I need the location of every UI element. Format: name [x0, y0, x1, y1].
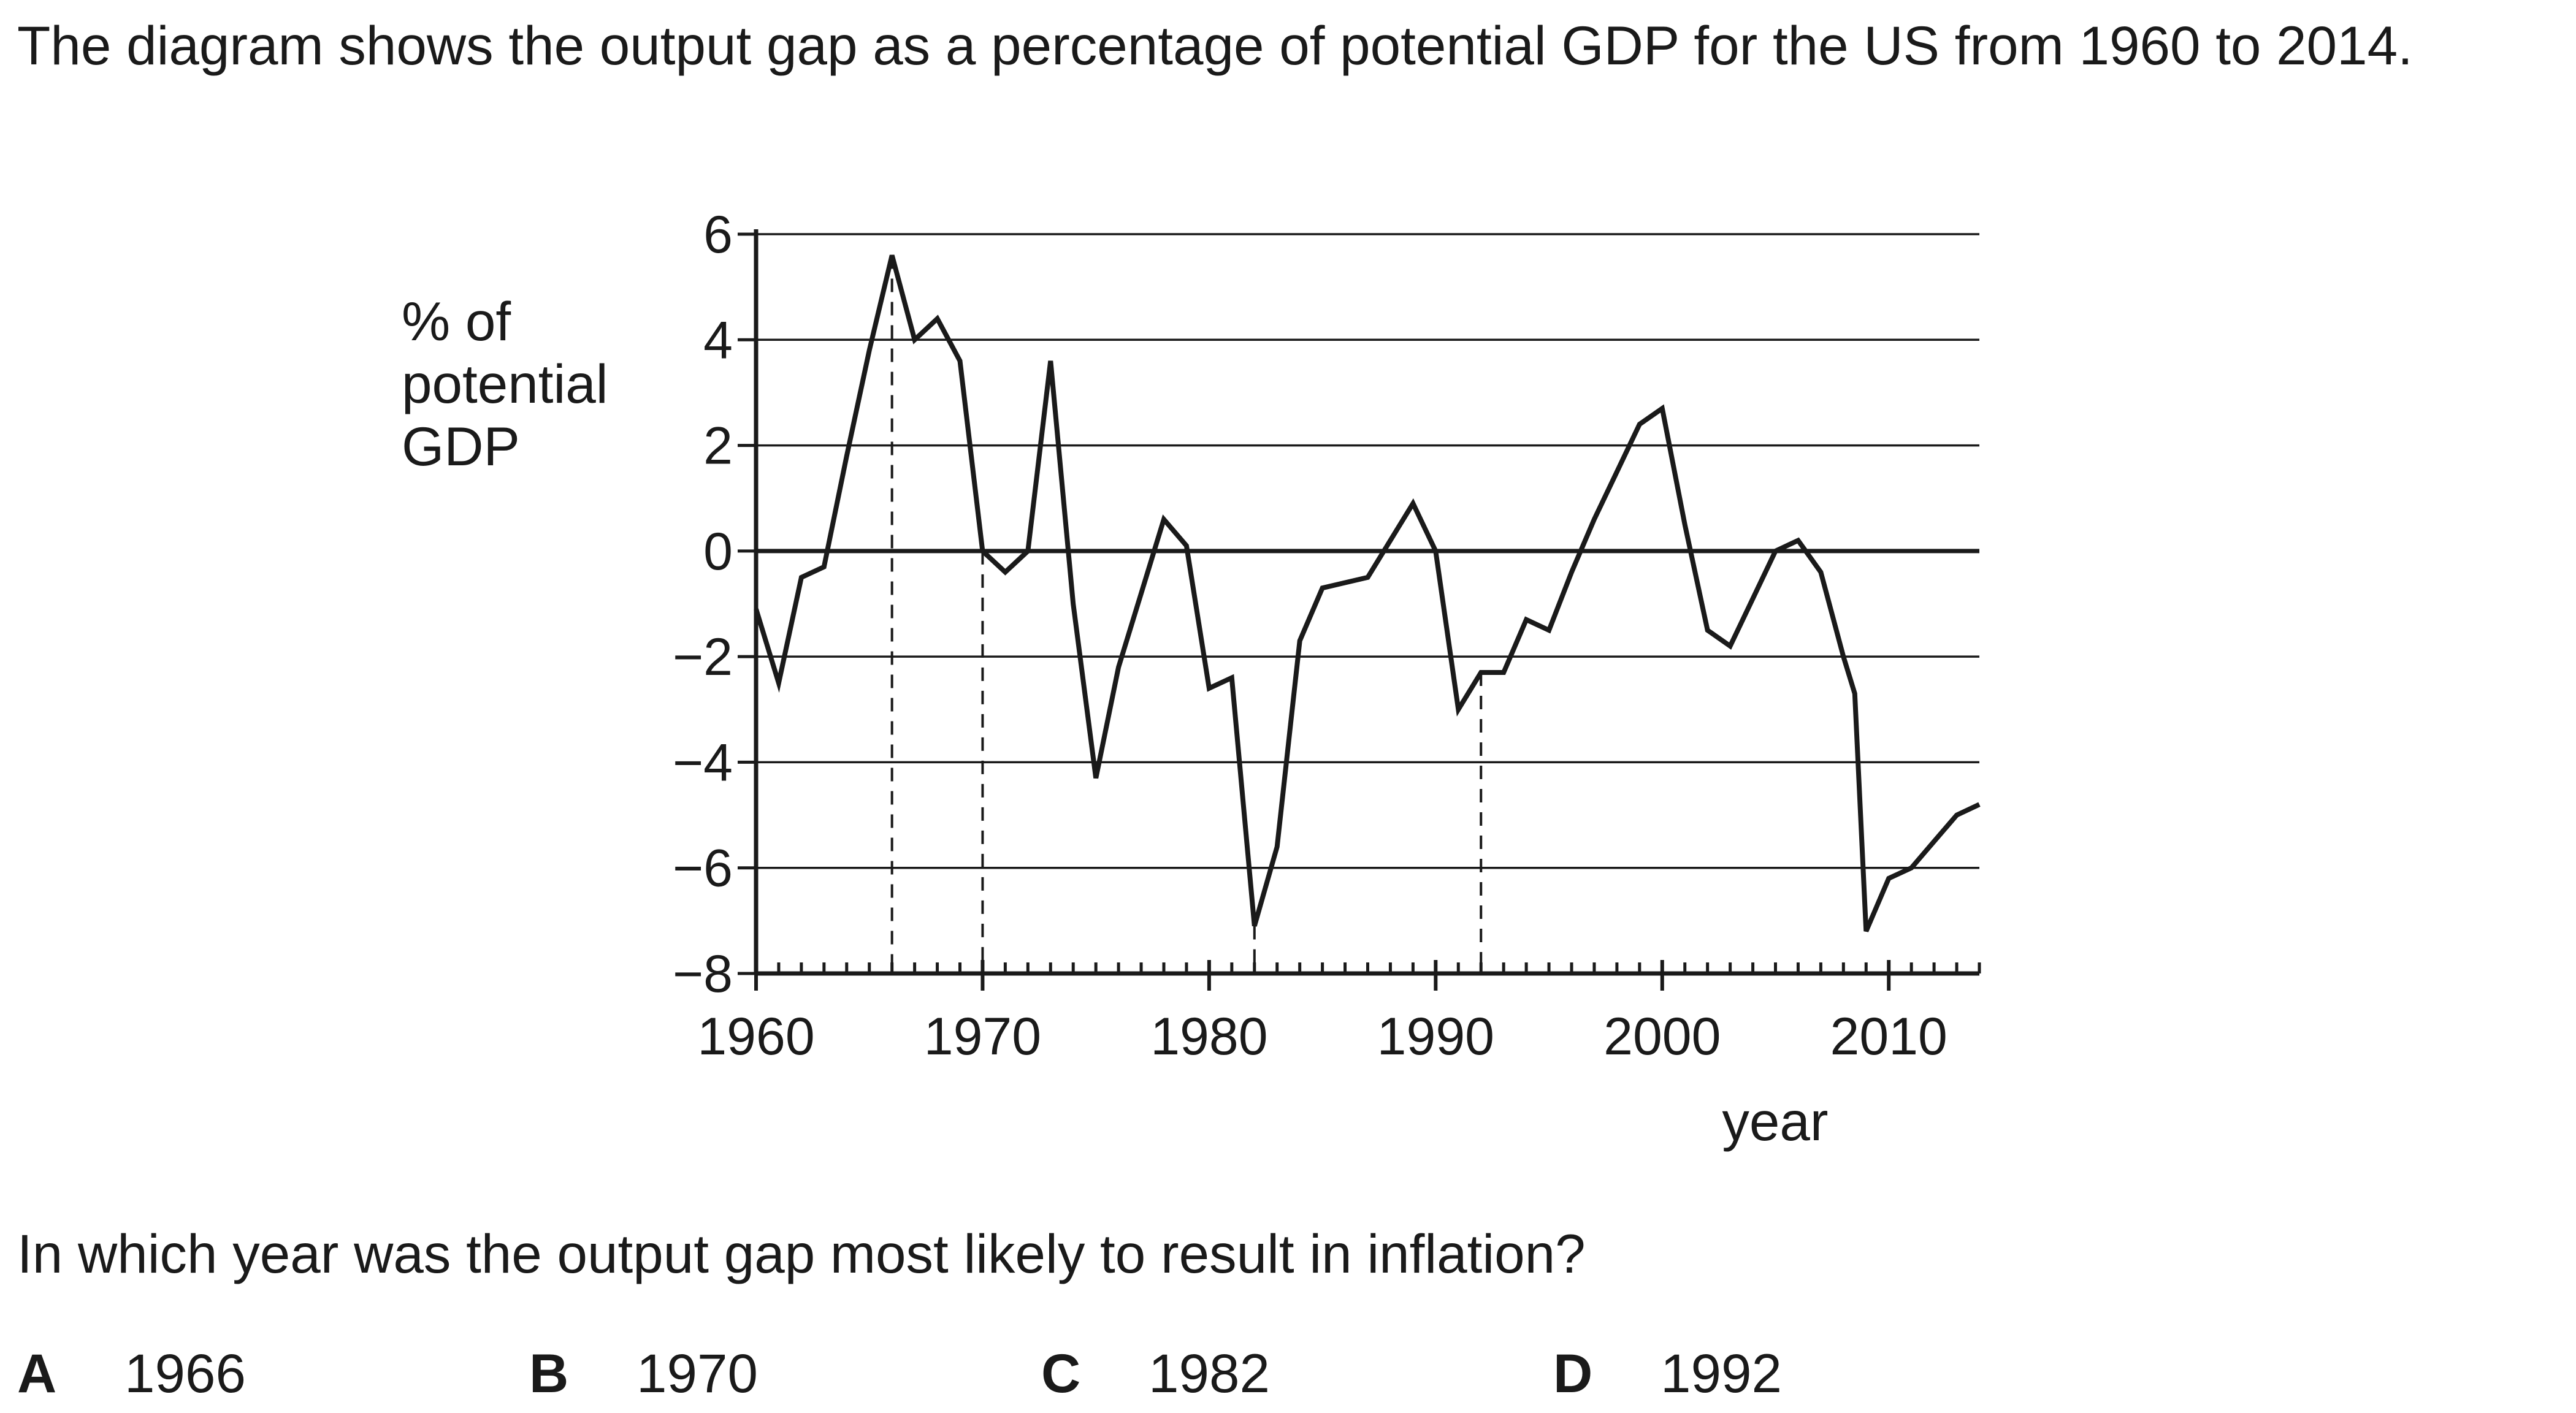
- y-tick-label: −4: [673, 733, 733, 792]
- y-axis-label-line: GDP: [402, 416, 520, 477]
- y-tick-label: 4: [703, 311, 733, 370]
- x-tick-label: 2000: [1603, 1007, 1721, 1066]
- y-tick-label: 6: [703, 205, 733, 264]
- y-axis-label-line: % of: [402, 291, 511, 352]
- x-tick-label: 1970: [924, 1007, 1041, 1066]
- y-tick-label: −2: [673, 628, 733, 687]
- option-letter: A: [17, 1343, 57, 1404]
- option-value: 1982: [1148, 1343, 1270, 1404]
- option-letter: C: [1041, 1343, 1081, 1404]
- y-tick-label: −8: [673, 945, 733, 1004]
- option-value: 1966: [124, 1343, 246, 1404]
- option-value: 1992: [1661, 1343, 1782, 1404]
- series: [754, 254, 1981, 932]
- intro-text: The diagram shows the output gap as a pe…: [17, 15, 2413, 76]
- question-text: In which year was the output gap most li…: [17, 1223, 1586, 1284]
- axes: [754, 229, 1979, 976]
- gridlines: [756, 233, 1979, 869]
- dashed-year-markers: [890, 255, 1483, 973]
- option-letter: D: [1553, 1343, 1593, 1404]
- x-tick-label: 2010: [1830, 1007, 1947, 1066]
- x-tick-label: 1960: [697, 1007, 814, 1066]
- y-tick-label: −6: [673, 839, 733, 898]
- y-tick-label: 2: [703, 417, 733, 476]
- output-gap-series-line: [754, 254, 1981, 932]
- answer-options: A 1966 B 1970 C 1982 D 1992: [17, 1343, 2531, 1410]
- x-tick-label: 1980: [1150, 1007, 1267, 1066]
- y-axis-label-line: potential: [402, 353, 608, 414]
- y-tick-label: 0: [703, 522, 733, 581]
- x-tick-label: 1990: [1377, 1007, 1494, 1066]
- axis-ticks: [738, 232, 1981, 991]
- option-value: 1970: [636, 1343, 758, 1404]
- x-axis-label: year: [1722, 1091, 1828, 1152]
- option-letter: B: [529, 1343, 569, 1404]
